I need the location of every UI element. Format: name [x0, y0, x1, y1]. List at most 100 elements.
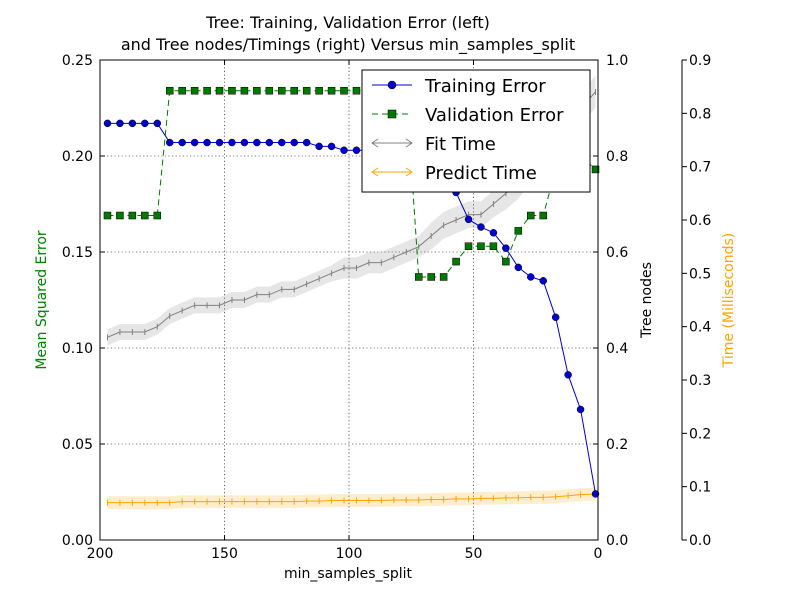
- point-validation-error: [414, 273, 423, 281]
- legend-label-training: Training Error: [424, 76, 546, 97]
- point-training-error: [489, 229, 498, 237]
- point-training-error: [514, 263, 523, 272]
- point-validation-error: [153, 211, 162, 220]
- point-validation-error: [452, 257, 460, 266]
- point-validation-error: [228, 86, 236, 95]
- point-training-error: [141, 119, 149, 128]
- legend-label-validation: Validation Error: [425, 105, 564, 126]
- point-validation-error: [489, 242, 498, 250]
- point-validation-error: [502, 257, 510, 266]
- point-validation-error: [315, 86, 323, 95]
- point-validation-error: [203, 86, 211, 95]
- point-training-error: [278, 138, 286, 147]
- point-training-error: [539, 277, 547, 285]
- point-training-error: [327, 142, 336, 151]
- point-training-error: [116, 119, 124, 128]
- point-training-error: [302, 138, 311, 147]
- point-validation-error: [128, 211, 137, 220]
- y-left-tick-label: 0.25: [62, 53, 93, 69]
- point-training-error: [153, 119, 162, 128]
- y-right-tick-label: 0.8: [606, 149, 628, 165]
- point-training-error: [576, 405, 585, 414]
- legend-marker-validation-error: [387, 109, 397, 119]
- axes: 200 150 100 50 0 0.00 0.05 0.10 0.15 0.20 0.25 0.0 0…: [62, 53, 712, 562]
- point-training-error: [527, 273, 535, 281]
- point-training-error: [165, 138, 174, 147]
- chart-title-line2: and Tree nodes/Timings (right) Versus mi…: [121, 35, 575, 55]
- point-validation-error: [464, 242, 473, 250]
- point-training-error: [591, 490, 600, 498]
- x-tick-label: 200: [87, 546, 114, 562]
- point-validation-error: [165, 86, 174, 95]
- point-validation-error: [103, 211, 112, 220]
- y-time-tick-label: 0.7: [689, 160, 711, 176]
- y-time-tick-label: 0.6: [689, 213, 711, 229]
- legend-marker-fit-time: [371, 138, 413, 148]
- y-right-tick-label: 0.6: [606, 245, 628, 261]
- point-validation-error: [527, 211, 535, 220]
- x-tick-label: 0: [594, 546, 603, 562]
- point-training-error: [103, 119, 112, 128]
- x-tick-label: 50: [465, 546, 483, 562]
- legend-marker-training-error: [387, 80, 397, 90]
- y-time-tick-label: 0.1: [689, 480, 711, 496]
- y-right-tick-label: 1.0: [606, 53, 628, 69]
- legend-swatches: [371, 80, 413, 177]
- y-time-tick-label: 0.5: [689, 266, 711, 282]
- point-validation-error: [278, 86, 286, 95]
- series-predict-time: [106, 491, 597, 506]
- y-left-tick-label: 0.20: [62, 149, 93, 165]
- point-training-error: [340, 146, 348, 154]
- legend: Training Error Validation Error Fit Time…: [361, 69, 591, 193]
- y-left-tick-label: 0.00: [62, 533, 93, 549]
- point-validation-error: [539, 211, 547, 220]
- y-axis-label-left: Mean Squared Error: [34, 230, 50, 370]
- y-time-tick-label: 0.3: [689, 373, 711, 389]
- chart-title-line1: Tree: Training, Validation Error (left): [205, 13, 490, 32]
- point-training-error: [464, 215, 473, 224]
- point-training-error: [477, 223, 485, 231]
- series-line-training-error: [107, 122, 597, 495]
- point-training-error: [203, 138, 211, 147]
- point-validation-error: [352, 86, 361, 95]
- point-training-error: [240, 138, 249, 147]
- series-line-validation-error: [107, 90, 596, 278]
- point-validation-error: [240, 86, 249, 95]
- point-validation-error: [427, 273, 435, 281]
- point-training-error: [315, 142, 323, 151]
- point-validation-error: [591, 165, 600, 174]
- point-training-error: [253, 138, 261, 147]
- band-fit-time: [107, 76, 596, 346]
- point-training-error: [352, 146, 361, 154]
- band-predict-time: [107, 487, 596, 510]
- point-training-error: [564, 371, 572, 379]
- legend-label-predict-time: Predict Time: [425, 163, 537, 184]
- point-validation-error: [340, 86, 348, 95]
- point-training-error: [178, 138, 186, 147]
- y-left-tick-label: 0.10: [62, 341, 93, 357]
- point-training-error: [290, 138, 298, 147]
- point-validation-error: [290, 86, 298, 95]
- y-right-tick-label: 0.0: [606, 533, 628, 549]
- point-validation-error: [141, 211, 149, 220]
- y-time-tick-label: 0.4: [689, 320, 711, 336]
- point-validation-error: [327, 86, 336, 95]
- point-training-error: [502, 244, 510, 252]
- point-validation-error: [477, 242, 485, 250]
- point-validation-error: [439, 273, 448, 281]
- point-validation-error: [253, 86, 261, 95]
- point-training-error: [265, 138, 274, 147]
- x-tick-label: 100: [336, 546, 363, 562]
- y-left-tick-label: 0.05: [62, 437, 93, 453]
- point-validation-error: [514, 227, 523, 235]
- legend-marker-predict-time: [371, 167, 413, 177]
- point-validation-error: [178, 86, 186, 95]
- point-validation-error: [116, 211, 124, 220]
- point-training-error: [551, 313, 560, 322]
- y-right-tick-label: 0.4: [606, 341, 628, 357]
- point-training-error: [215, 138, 224, 147]
- y-right-tick-label: 0.2: [606, 437, 628, 453]
- y-left-tick-label: 0.15: [62, 245, 93, 261]
- y-time-tick-label: 0.0: [689, 533, 711, 549]
